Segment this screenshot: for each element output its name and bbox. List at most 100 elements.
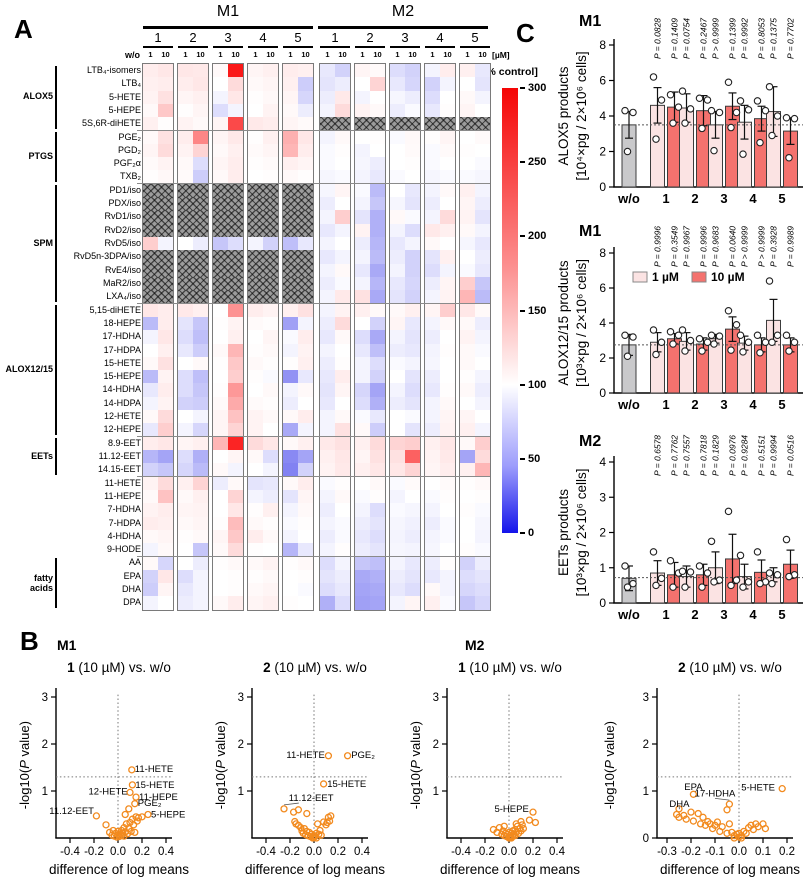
heatmap-cell [335, 103, 350, 118]
heatmap-cell [405, 223, 420, 238]
volcano-x-label: difference of log means [49, 862, 189, 877]
heatmap-cell [390, 476, 405, 491]
heatmap-cell [228, 117, 243, 132]
heatmap-cell [460, 596, 475, 610]
heatmap-cell [355, 64, 370, 78]
heatmap-cell [298, 237, 313, 251]
heatmap-cell [475, 330, 490, 345]
hatched-cell [283, 250, 313, 265]
group-bar [55, 65, 57, 130]
heatmap-row-label: PGD₂ [118, 144, 141, 155]
heatmap-cell [298, 157, 313, 172]
heatmap-cell [390, 143, 405, 158]
group-label: EETs [31, 450, 53, 461]
heatmap-cell [178, 130, 193, 145]
heatmap-cell [335, 356, 350, 371]
x-tick-label: 0.2 [525, 846, 541, 858]
panel-a-label: A [14, 14, 33, 44]
y-tick-label: 2 [238, 739, 244, 751]
p-value-label: P = 0.1829 [711, 435, 721, 476]
heatmap-cell [213, 64, 228, 78]
p-value-label: P = 0.0640 [728, 226, 738, 267]
colorbar-tick-label: 300 [528, 82, 547, 94]
heatmap-cell [355, 330, 370, 345]
heatmap-cell [460, 556, 475, 571]
heatmap-cell [228, 396, 243, 411]
heatmap-cell [335, 210, 350, 225]
heatmap-cell [390, 516, 405, 531]
heatmap-cell [213, 143, 228, 158]
heatmap-cell [460, 197, 475, 211]
heatmap-cell [178, 237, 193, 251]
data-point [652, 350, 660, 359]
x-tick-label: 0.4 [549, 846, 566, 858]
heatmap-cell [213, 103, 228, 118]
heatmap-cell [228, 410, 243, 424]
colorbar-tick-mark [520, 309, 525, 312]
volcano-point [128, 766, 136, 774]
volcano-point [327, 812, 335, 820]
heatmap-cell [425, 449, 440, 464]
x-tick-label: -0.2 [280, 846, 300, 858]
heatmap-cell [425, 596, 440, 610]
heatmap-cell [460, 90, 475, 105]
dose-label: 10 [161, 50, 170, 59]
heatmap-cell [475, 130, 490, 145]
x-tick-label: -0.4 [451, 846, 471, 858]
data-point [674, 103, 683, 111]
hatched-cell [213, 210, 243, 225]
heatmap-cell [158, 410, 173, 424]
heatmap-cell [390, 130, 405, 145]
heatmap-cell [390, 330, 405, 345]
heatmap-cell [320, 64, 335, 78]
heatmap-cell [370, 463, 385, 478]
volcano-point [718, 823, 726, 831]
heatmap-cell [298, 423, 313, 438]
heatmap-cell [228, 103, 243, 118]
data-point [657, 338, 666, 347]
heatmap-cell [283, 396, 298, 411]
point-label: 11.12-EET [49, 806, 94, 817]
heatmap-cell [213, 370, 228, 385]
heatmap-cell [298, 103, 313, 118]
heatmap-cell [390, 343, 405, 358]
volcano-point [689, 790, 698, 798]
heatmap-cell [143, 556, 158, 571]
heatmap-cell [178, 596, 193, 610]
heatmap-cell [143, 596, 158, 610]
heatmap-row-label: 5S,6R-diHETE [81, 118, 141, 129]
heatmap-cell [263, 103, 278, 118]
heatmap-cell [248, 143, 263, 158]
heatmap-cell [355, 303, 370, 318]
heatmap-cell [475, 556, 490, 571]
heatmap-row-label: PDX/iso [108, 198, 141, 209]
heatmap-cell [425, 503, 440, 518]
heatmap-cell [158, 556, 173, 571]
heatmap-cell [425, 343, 440, 358]
heatmap-cell [440, 449, 455, 464]
hatched-cell [143, 223, 173, 238]
compound-underline [390, 46, 420, 48]
data-point [768, 579, 776, 588]
heatmap-cell [390, 556, 405, 571]
heatmap-cell [263, 383, 278, 398]
heatmap-cell [405, 556, 420, 571]
heatmap-cell [405, 569, 420, 584]
y-tick-label: 3 [599, 490, 606, 504]
heatmap-cell [320, 183, 335, 198]
heatmap-cell [178, 356, 193, 371]
heatmap-cell [228, 330, 243, 345]
heatmap-cell [193, 117, 208, 132]
heatmap-cell [460, 410, 475, 424]
dose-label: 1 [288, 50, 293, 59]
heatmap-cell [213, 356, 228, 371]
heatmap-cell [425, 197, 440, 211]
heatmap-cell [143, 64, 158, 78]
dose-label: 10 [443, 50, 452, 59]
heatmap-cell [460, 463, 475, 478]
volcano-point [280, 805, 288, 813]
colorbar-tick-label: 250 [528, 156, 547, 169]
dose-label: 1 [430, 50, 435, 59]
volcano-plot-svg: 1 (10 µM) vs. w/o -log10(P value) -0.4 -0.2… [408, 660, 580, 877]
heatmap-cell [193, 436, 208, 451]
